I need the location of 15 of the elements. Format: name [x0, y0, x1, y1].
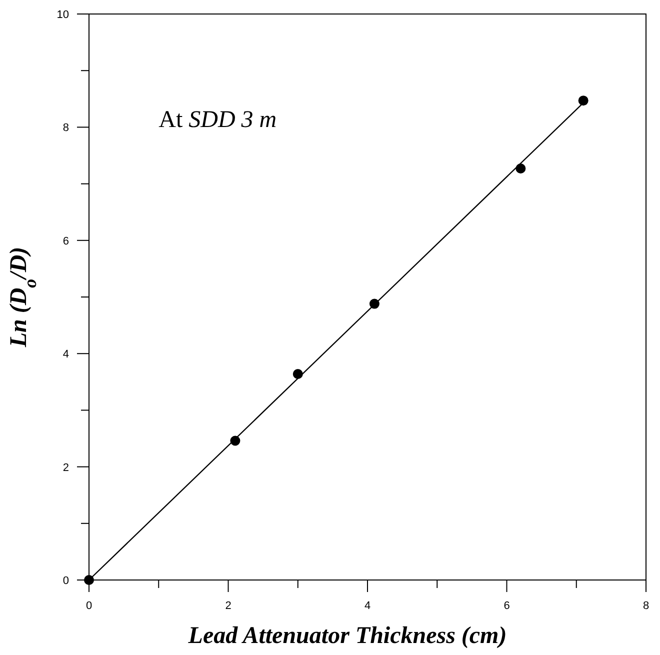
- point: [578, 96, 588, 106]
- point: [84, 575, 94, 585]
- x-axis-title: Lead Attenuator Thickness (cm): [187, 623, 507, 649]
- y-tick-label: 8: [62, 122, 69, 134]
- x-tick-label: 2: [225, 600, 232, 612]
- y-tick-label: 6: [62, 235, 69, 248]
- annotation: At SDD 3 m: [158, 107, 277, 134]
- y-tick-label: 4: [62, 348, 69, 361]
- x-tick-label: 4: [364, 600, 371, 612]
- y-tick-label: 0: [62, 575, 69, 587]
- x-tick-label: 6: [504, 600, 510, 612]
- y-tick-label: 2: [62, 462, 69, 474]
- x-tick-label: 0: [86, 600, 92, 612]
- x-tick-label: 8: [642, 600, 650, 612]
- y-tick-label: 10: [56, 9, 69, 21]
